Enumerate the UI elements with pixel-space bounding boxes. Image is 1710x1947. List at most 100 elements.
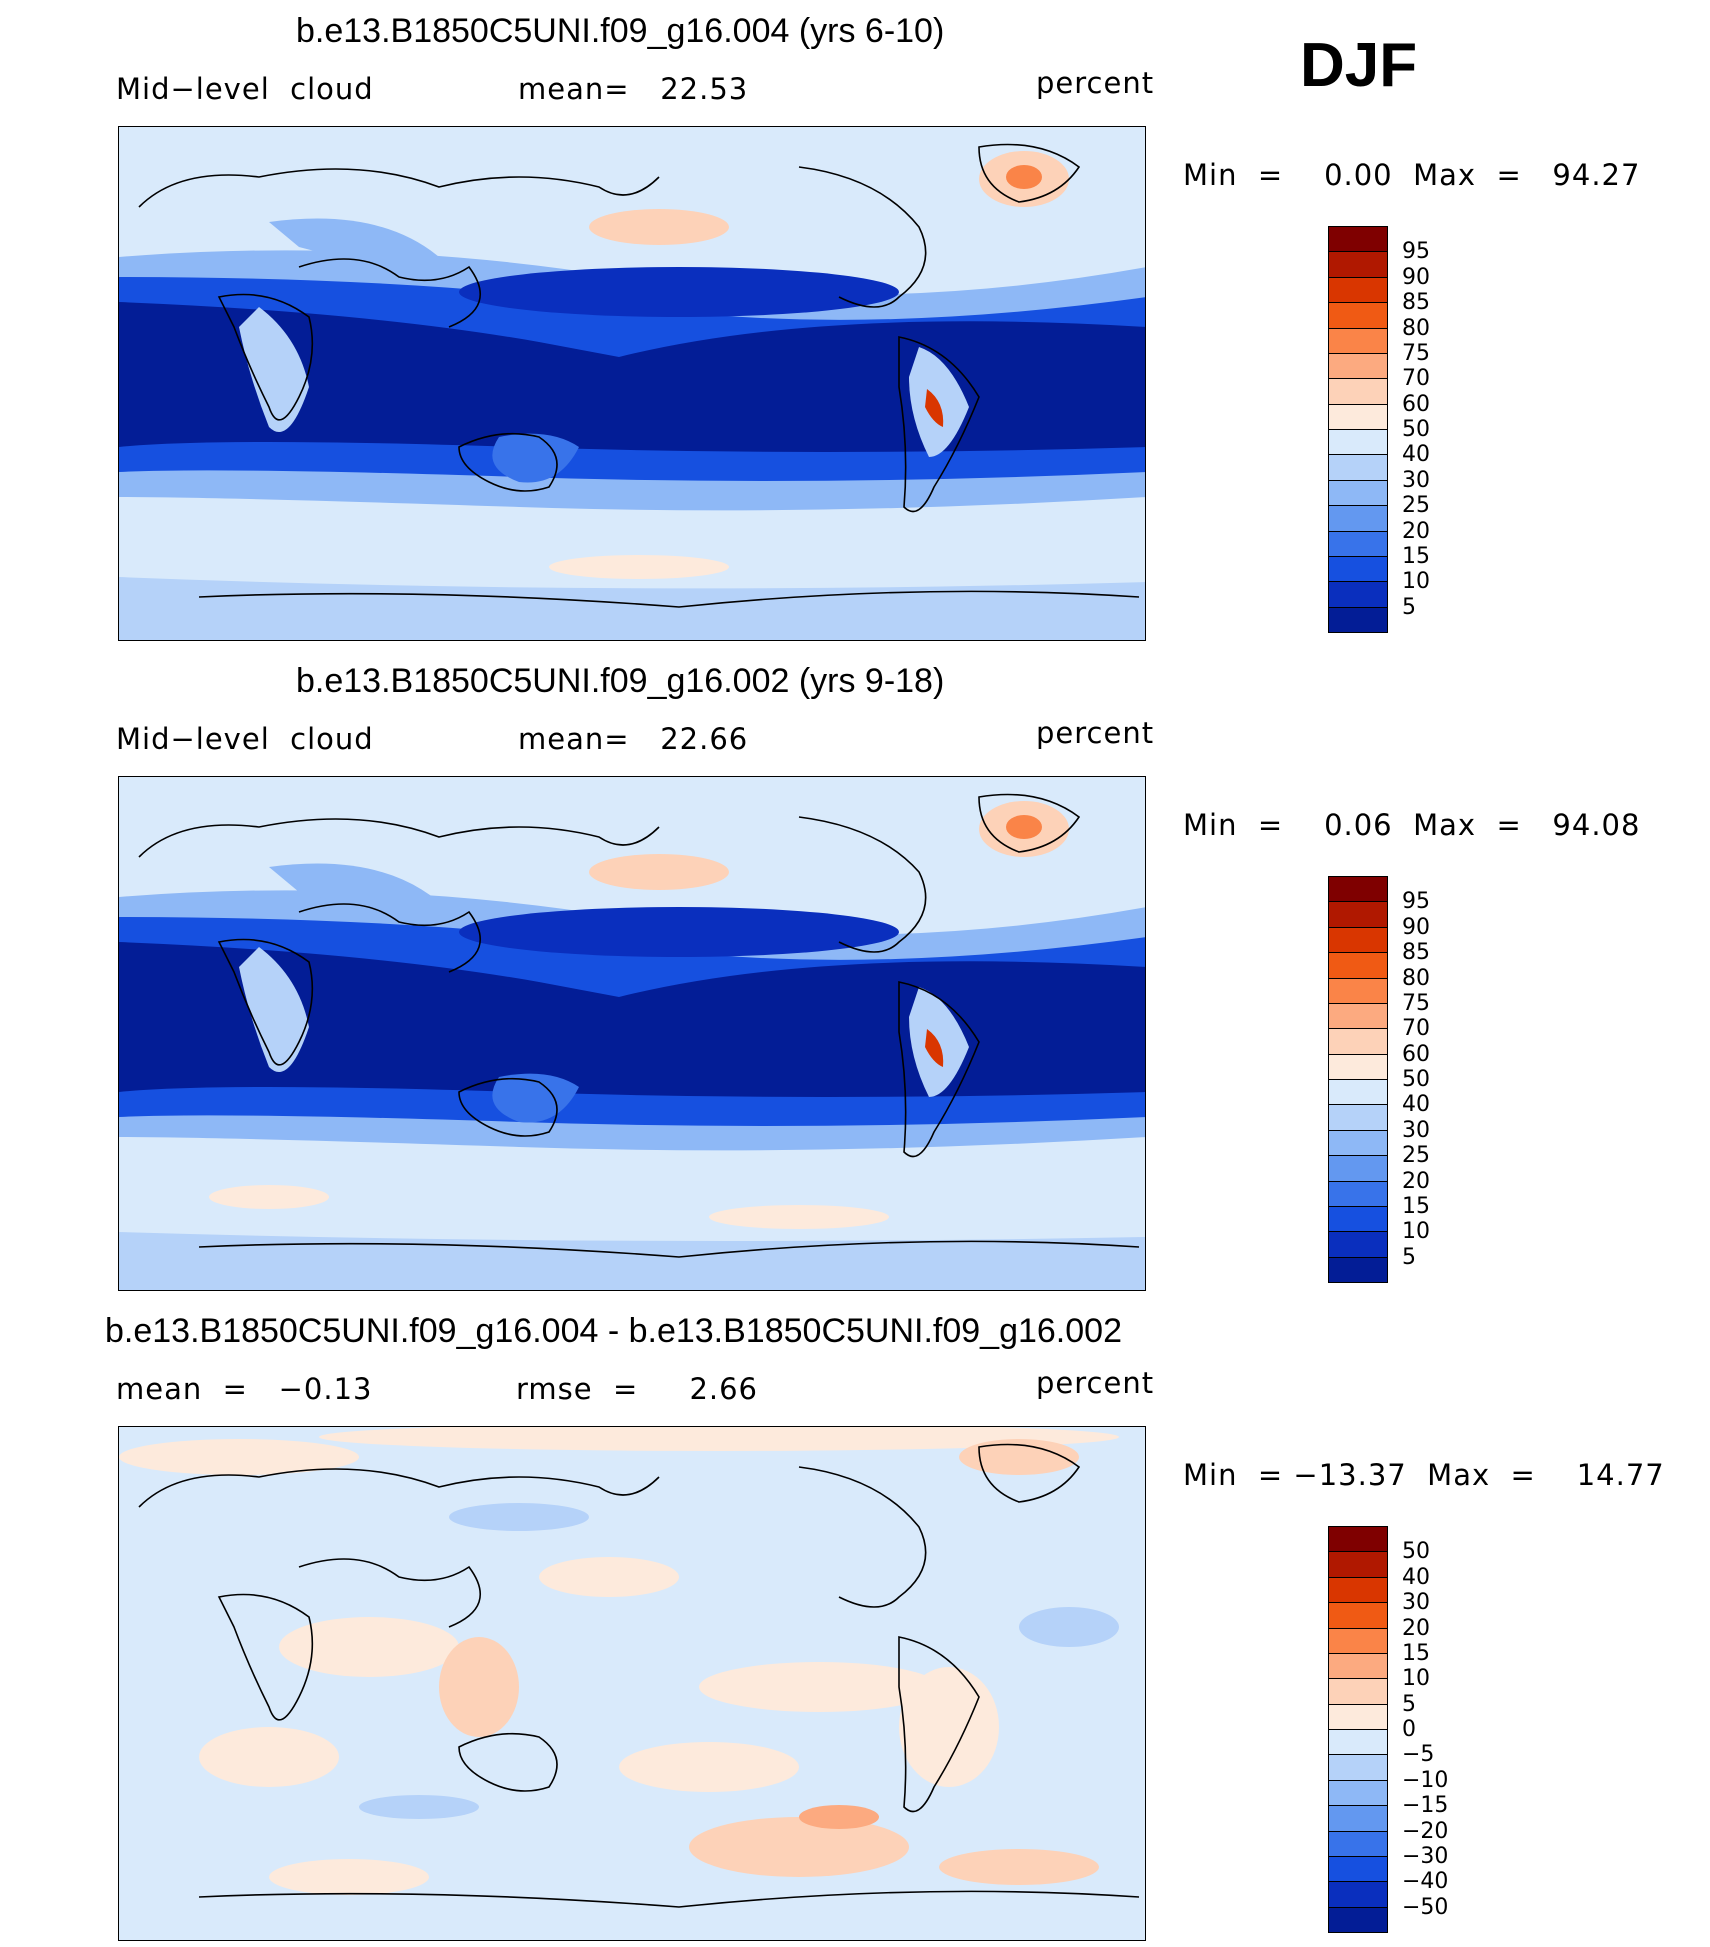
colorbar-swatch <box>1328 1627 1388 1654</box>
colorbar-swatch <box>1328 352 1388 380</box>
colorbar-swatch <box>1328 555 1388 583</box>
colorbar-swatch <box>1328 1779 1388 1807</box>
colorbar-swatch <box>1328 1104 1388 1131</box>
colorbar-swatch <box>1328 530 1388 557</box>
colorbar-swatch <box>1328 251 1388 278</box>
colorbar-tick-label: −5 <box>1402 1742 1435 1768</box>
colorbar-swatch <box>1328 1602 1388 1629</box>
panel-3-title: b.e13.B1850C5UNI.f09_g16.004 - b.e13.B18… <box>105 1312 1122 1350</box>
colorbar-swatch <box>1328 429 1388 456</box>
colorbar-tick-label: 30 <box>1402 1117 1430 1143</box>
panel-3-rmse-label: rmse = 2.66 <box>516 1372 759 1406</box>
colorbar-tick-label: 20 <box>1402 1615 1430 1641</box>
colorbar-tick-label: 80 <box>1402 965 1430 991</box>
colorbar-tick-label: 10 <box>1402 1219 1430 1245</box>
colorbar-swatch <box>1328 454 1388 481</box>
panel-1-minmax: Min = 0.00 Max = 94.27 <box>1183 158 1641 192</box>
colorbar-swatch <box>1328 327 1388 354</box>
colorbar-tick-label: 20 <box>1402 518 1430 544</box>
colorbar-swatch <box>1328 952 1388 979</box>
colorbar-swatch <box>1328 403 1388 430</box>
colorbar-tick-label: −15 <box>1402 1793 1449 1819</box>
panel-2-title: b.e13.B1850C5UNI.f09_g16.002 (yrs 9-18) <box>296 662 945 700</box>
colorbar-tick-label: 90 <box>1402 264 1430 290</box>
panel-1-map <box>118 126 1146 641</box>
colorbar-swatch <box>1328 1754 1388 1781</box>
panel-1-mean-label: mean= 22.53 <box>518 72 749 106</box>
colorbar-tick-label: 40 <box>1402 1092 1430 1118</box>
colorbar-swatch <box>1328 1652 1388 1680</box>
colorbar-swatch <box>1328 977 1388 1004</box>
colorbar-swatch <box>1328 1729 1388 1756</box>
colorbar-swatch <box>1328 1576 1388 1604</box>
colorbar-tick-label: 90 <box>1402 914 1430 940</box>
colorbar-tick-label: 80 <box>1402 315 1430 341</box>
panel-3-minmax: Min = −13.37 Max = 14.77 <box>1183 1458 1665 1492</box>
colorbar-swatch <box>1328 505 1388 532</box>
colorbar-tick-label: 40 <box>1402 442 1430 468</box>
colorbar-swatch <box>1328 876 1388 903</box>
colorbar-tick-label: 30 <box>1402 467 1430 493</box>
colorbar-swatch <box>1328 276 1388 304</box>
panel-3-colorbar: 50 40 30 20 15 10 5 0 −5 −10 −15 −20 −30 −40 −50 <box>1328 1526 1448 1933</box>
colorbar-tick-label: 10 <box>1402 1666 1430 1692</box>
colorbar-tick-label: 15 <box>1402 543 1430 569</box>
colorbar-tick-label: 85 <box>1402 940 1430 966</box>
panel-2-map <box>118 776 1146 1291</box>
colorbar-tick-label: 85 <box>1402 290 1430 316</box>
panel-2-units-label: percent <box>1036 716 1155 750</box>
colorbar-swatch <box>1328 1053 1388 1080</box>
colorbar-swatch <box>1328 226 1388 253</box>
colorbar-swatch <box>1328 302 1388 329</box>
colorbar-tick-label: 5 <box>1402 594 1416 620</box>
colorbar-tick-label: −40 <box>1402 1869 1449 1895</box>
colorbar-swatch <box>1328 1855 1388 1883</box>
colorbar-swatch <box>1328 1002 1388 1030</box>
colorbar-tick-label: −10 <box>1402 1767 1449 1793</box>
colorbar-swatch <box>1328 1256 1388 1283</box>
colorbar-tick-label: 95 <box>1402 889 1430 915</box>
panel-2-minmax: Min = 0.06 Max = 94.08 <box>1183 808 1641 842</box>
colorbar-tick-label: 60 <box>1402 391 1430 417</box>
colorbar-tick-label: −20 <box>1402 1818 1449 1844</box>
colorbar-swatch <box>1328 581 1388 608</box>
colorbar-swatch <box>1328 1881 1388 1908</box>
panel-3-map <box>118 1426 1146 1941</box>
colorbar-tick-label: 0 <box>1402 1717 1416 1742</box>
colorbar-tick-label: 25 <box>1402 1143 1430 1169</box>
colorbar-swatch <box>1328 1906 1388 1933</box>
colorbar-swatch <box>1328 1028 1388 1055</box>
panel-3-mean-label: mean = −0.13 <box>116 1372 373 1406</box>
colorbar-swatch <box>1328 1805 1388 1832</box>
colorbar-tick-label: 5 <box>1402 1244 1416 1270</box>
colorbar-tick-label: 60 <box>1402 1041 1430 1067</box>
colorbar-tick-label: 15 <box>1402 1193 1430 1219</box>
panel-2-variable-label: Mid−level cloud <box>116 722 374 756</box>
colorbar-tick-label: 20 <box>1402 1168 1430 1194</box>
colorbar-swatch <box>1328 1079 1388 1106</box>
colorbar-tick-label: 50 <box>1402 1539 1430 1565</box>
panel-3-units-label: percent <box>1036 1366 1155 1400</box>
panel-2-mean-label: mean= 22.66 <box>518 722 749 756</box>
panel-1-title: b.e13.B1850C5UNI.f09_g16.004 (yrs 6-10) <box>296 12 945 50</box>
colorbar-swatch <box>1328 1129 1388 1157</box>
colorbar-tick-label: 50 <box>1402 417 1430 442</box>
colorbar-tick-label: 30 <box>1402 1590 1430 1616</box>
colorbar-tick-label: 10 <box>1402 569 1430 595</box>
panel-1-variable-label: Mid−level cloud <box>116 72 374 106</box>
colorbar-swatch <box>1328 1551 1388 1578</box>
colorbar-tick-label: 5 <box>1402 1691 1416 1717</box>
colorbar-tick-label: −30 <box>1402 1843 1449 1869</box>
colorbar-swatch <box>1328 1205 1388 1233</box>
colorbar-tick-label: 75 <box>1402 340 1430 366</box>
panel-2-colorbar: 95 90 85 80 75 70 60 50 40 30 25 20 15 10 5 <box>1328 876 1430 1283</box>
colorbar-swatch <box>1328 1830 1388 1857</box>
colorbar-tick-label: 40 <box>1402 1564 1430 1590</box>
colorbar-swatch <box>1328 1526 1388 1553</box>
colorbar-tick-label: 75 <box>1402 990 1430 1016</box>
colorbar-tick-label: 70 <box>1402 1016 1430 1042</box>
panel-1-colorbar: 95 90 85 80 75 70 60 50 40 30 25 20 15 10 5 <box>1328 226 1430 633</box>
colorbar-tick-label: 15 <box>1402 1640 1430 1666</box>
colorbar-swatch <box>1328 479 1388 507</box>
colorbar-tick-label: 95 <box>1402 239 1430 265</box>
